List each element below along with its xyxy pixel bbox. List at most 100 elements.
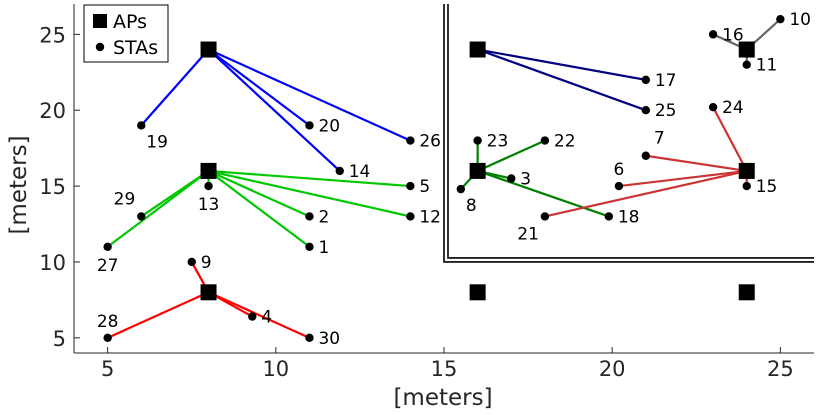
ap-marker-ap-green — [200, 162, 217, 179]
link-sta-2 — [208, 169, 310, 218]
ap-marker-ap-red — [200, 284, 217, 301]
y-tick-label-20: 20 — [39, 99, 66, 123]
sta-marker-30 — [305, 333, 314, 343]
sta-marker-13 — [204, 181, 213, 191]
legend: APs STAs — [83, 4, 169, 63]
sta-label-9: 9 — [201, 253, 212, 273]
link-sta-24 — [712, 106, 748, 172]
sta-marker-29 — [137, 212, 146, 221]
markers — [103, 14, 785, 343]
sta-marker-10 — [776, 14, 785, 24]
sta-marker-23 — [473, 136, 482, 145]
region-box — [443, 4, 814, 263]
sta-label-26: 26 — [419, 132, 441, 152]
y-tick-label-15: 15 — [39, 175, 66, 199]
sta-label-12: 12 — [419, 207, 441, 227]
x-tick-label-15: 15 — [431, 357, 458, 381]
sta-marker-26 — [406, 136, 415, 145]
link-sta-21 — [544, 169, 747, 218]
sta-marker-4 — [248, 312, 257, 321]
sta-marker-19 — [137, 121, 146, 130]
link-sta-22 — [477, 139, 546, 172]
sta-label-25: 25 — [655, 101, 677, 121]
y-tick-label-5: 5 — [53, 327, 66, 351]
region-boundary-line-1 — [443, 4, 814, 263]
link-sta-30 — [208, 291, 310, 339]
link-sta-17 — [477, 48, 647, 81]
link-sta-20 — [207, 48, 311, 127]
region-boundary-line-2 — [447, 4, 814, 259]
ap-marker-ap-darkgreen — [469, 162, 486, 179]
sta-label-2: 2 — [318, 207, 329, 227]
sta-marker-27 — [103, 242, 112, 251]
sta-label-23: 23 — [487, 132, 509, 152]
sta-label-24: 24 — [722, 98, 744, 118]
sta-marker-24 — [708, 102, 718, 112]
sta-marker-7 — [641, 151, 651, 160]
link-sta-28 — [107, 291, 209, 339]
sta-label-17: 17 — [655, 71, 677, 91]
link-sta-6 — [618, 169, 747, 188]
link-sta-26 — [208, 48, 411, 142]
sta-label-6: 6 — [613, 160, 624, 180]
sta-label-4: 4 — [261, 308, 272, 328]
sta-label-22: 22 — [554, 132, 576, 152]
legend-sta-marker — [95, 42, 105, 52]
sta-marker-17 — [641, 75, 651, 85]
sta-marker-1 — [305, 242, 314, 251]
sta-label-1: 1 — [318, 238, 329, 258]
sta-label-7: 7 — [654, 129, 665, 149]
sta-label-27: 27 — [97, 256, 119, 276]
link-sta-18 — [477, 169, 610, 218]
sta-label-29: 29 — [114, 189, 136, 209]
sta-marker-14 — [335, 166, 344, 176]
y-axis-title: [meters] — [6, 135, 32, 234]
x-tick-label-10: 10 — [262, 357, 289, 381]
sta-label-19: 19 — [146, 132, 168, 152]
ap-marker-ap-idle-1 — [469, 284, 486, 301]
sta-marker-28 — [103, 333, 112, 343]
x-tick-label-25: 25 — [767, 357, 794, 381]
link-sta-7 — [645, 154, 747, 173]
link-sta-12 — [208, 169, 411, 218]
sta-marker-25 — [641, 106, 651, 115]
sta-label-16: 16 — [722, 25, 744, 45]
sta-marker-9 — [187, 257, 196, 267]
sta-label-11: 11 — [756, 56, 778, 76]
legend-ap-label: APs — [113, 11, 147, 33]
sta-label-3: 3 — [520, 170, 531, 190]
sta-marker-20 — [305, 121, 314, 130]
x-tick-label-5: 5 — [101, 357, 114, 381]
sta-marker-21 — [540, 212, 550, 221]
sta-marker-22 — [540, 136, 550, 145]
sta-marker-16 — [708, 30, 718, 39]
ap-marker-ap-navy — [469, 41, 486, 58]
sta-marker-5 — [406, 181, 415, 191]
sta-label-14: 14 — [349, 162, 371, 182]
sta-label-15: 15 — [756, 177, 778, 197]
legend-sta-label: STAs — [113, 37, 158, 59]
y-tick-label-25: 25 — [39, 23, 66, 47]
sta-label-30: 30 — [318, 329, 340, 349]
sta-label-13: 13 — [198, 195, 220, 215]
link-sta-14 — [207, 48, 341, 172]
ap-marker-ap-gray — [738, 41, 755, 58]
ap-marker-ap-blue — [200, 41, 217, 58]
sta-marker-12 — [406, 212, 415, 221]
sta-label-20: 20 — [318, 116, 340, 136]
sta-label-28: 28 — [97, 312, 119, 332]
link-sta-19 — [140, 48, 210, 127]
sta-marker-2 — [305, 212, 314, 221]
sta-label-21: 21 — [517, 224, 539, 244]
sta-marker-6 — [614, 181, 624, 191]
x-axis-title: [meters] — [393, 385, 492, 411]
link-sta-25 — [477, 48, 647, 112]
sta-label-5: 5 — [419, 177, 430, 197]
ap-marker-ap-idle-2 — [738, 284, 755, 301]
ap-marker-ap-brickred — [738, 162, 755, 179]
legend-ap-marker — [93, 14, 107, 28]
sta-label-10: 10 — [789, 10, 811, 30]
sta-marker-3 — [507, 174, 516, 183]
